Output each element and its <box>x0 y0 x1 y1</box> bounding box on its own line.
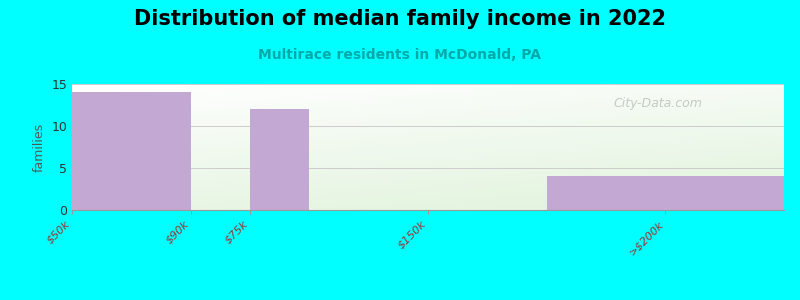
Text: Multirace residents in McDonald, PA: Multirace residents in McDonald, PA <box>258 48 542 62</box>
Bar <box>250 109 310 210</box>
Text: City-Data.com: City-Data.com <box>613 97 702 110</box>
Y-axis label: families: families <box>33 122 46 172</box>
Text: Distribution of median family income in 2022: Distribution of median family income in … <box>134 9 666 29</box>
Bar <box>546 176 784 210</box>
Bar <box>72 92 190 210</box>
